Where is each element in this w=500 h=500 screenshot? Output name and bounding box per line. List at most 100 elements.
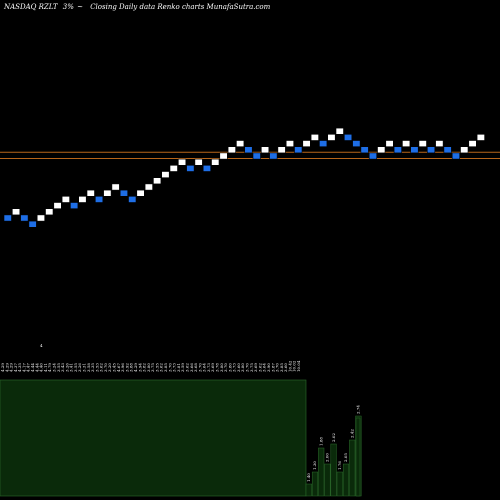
price-label: 3.64 xyxy=(202,363,207,372)
renko-brick-up xyxy=(385,140,394,147)
price-label: 3.92 xyxy=(124,363,129,372)
price-label: 3.80 xyxy=(227,363,232,372)
reference-lines xyxy=(0,151,500,159)
volume-label: 2.74 xyxy=(356,405,361,414)
renko-brick-down xyxy=(119,189,128,197)
renko-brick-up xyxy=(227,146,236,154)
renko-brick-down xyxy=(319,140,328,147)
chart-title: Closing Daily data Renko charts MunafaSu… xyxy=(90,3,270,11)
renko-brick-up xyxy=(402,140,411,147)
renko-brick-up xyxy=(169,165,178,172)
price-label: 3.82 xyxy=(142,363,147,372)
volume-bar xyxy=(324,463,331,497)
volume-bar xyxy=(342,463,350,497)
price-label: 4.11 xyxy=(43,363,48,372)
price-label: 3.43 xyxy=(60,363,65,372)
renko-brick-up xyxy=(310,134,319,141)
price-label: 3.94 xyxy=(137,363,142,372)
renko-brick-down xyxy=(244,146,253,154)
volume-bar xyxy=(336,471,343,497)
price-label: 3.53 xyxy=(94,363,99,372)
renko-brick-up xyxy=(335,127,344,135)
volume-bar xyxy=(305,483,312,497)
price-label: 3.87 xyxy=(270,363,275,372)
price-label: 3.80 xyxy=(219,363,224,372)
price-label: 3.24 xyxy=(52,363,57,372)
price-label: 3.26 xyxy=(64,363,69,372)
renko-brick-up xyxy=(161,171,170,178)
renko-brick-down xyxy=(252,152,261,160)
renko-brick-up xyxy=(136,189,145,197)
volume-label: 2.05 xyxy=(343,453,348,462)
renko-bricks xyxy=(3,127,485,228)
renko-brick-down xyxy=(70,202,79,209)
renko-brick-up xyxy=(111,183,120,191)
price-label: 3.75 xyxy=(150,363,155,372)
renko-brick-down xyxy=(368,152,378,160)
price-label: 3.64 xyxy=(262,363,267,372)
price-label: 10.04 xyxy=(296,360,301,372)
price-label: 10.42 xyxy=(287,360,292,372)
price-label: 3.60 xyxy=(283,363,288,372)
price-label: 3.85 xyxy=(279,363,284,372)
renko-brick-down xyxy=(294,146,303,154)
price-label: 3.80 xyxy=(240,363,245,372)
price-label: 3.62 xyxy=(159,363,164,372)
price-label: 3.35 xyxy=(90,363,95,372)
volume-label: 2.00 xyxy=(325,453,330,462)
renko-brick-up xyxy=(285,140,295,147)
renko-brick-up xyxy=(178,158,187,166)
price-label: 4.44 xyxy=(30,363,35,372)
price-label: 3.78 xyxy=(215,363,220,372)
price-label: 3.81 xyxy=(176,363,181,372)
renko-brick-up xyxy=(153,177,162,185)
price-label: 10.02 xyxy=(292,360,297,372)
price-label: 3.70 xyxy=(103,363,108,372)
renko-brick-up xyxy=(260,146,270,154)
price-label: 4.37 xyxy=(13,363,18,372)
renko-brick-up xyxy=(468,140,477,147)
renko-brick-up xyxy=(418,140,427,147)
renko-brick-down xyxy=(20,214,29,222)
price-label: 4.79 xyxy=(47,363,52,372)
top-note: 4 xyxy=(40,343,43,348)
renko-brick-down xyxy=(393,146,402,154)
volume-bar xyxy=(330,443,337,497)
price-label: 3.70 xyxy=(167,363,172,372)
renko-brick-up xyxy=(377,146,386,154)
price-label: 3.75 xyxy=(249,363,254,372)
price-label: 4.40 xyxy=(39,363,44,372)
price-label: 3.70 xyxy=(245,363,250,372)
price-label: 3.70 xyxy=(223,363,228,372)
renko-brick-down xyxy=(28,220,37,228)
price-label: 3.85 xyxy=(163,363,168,372)
price-label: 3.62 xyxy=(99,363,104,372)
price-label: 3.31 xyxy=(82,363,87,372)
price-label: 3.41 xyxy=(69,363,74,372)
renko-brick-down xyxy=(443,146,452,154)
renko-brick-down xyxy=(186,165,195,172)
change-label: 3% xyxy=(63,3,74,11)
price-label: 3.80 xyxy=(146,363,151,372)
volume-block xyxy=(0,379,307,497)
volume-bar xyxy=(349,439,356,497)
price-label: 4.29 xyxy=(9,363,14,372)
volume-label: 2.42 xyxy=(349,429,354,438)
renko-brick-down xyxy=(3,214,12,222)
price-label: 3.68 xyxy=(193,363,198,372)
price-label: 3.73 xyxy=(172,363,177,372)
price-label: 3.69 xyxy=(253,363,258,372)
price-label: 4.35 xyxy=(17,363,22,372)
renko-brick-up xyxy=(476,134,485,141)
price-label: 3.73 xyxy=(232,363,237,372)
volume-label: 1.30 xyxy=(312,461,317,470)
renko-brick-up xyxy=(36,214,46,222)
price-label: 3.96 xyxy=(120,363,125,372)
price-label: 3.88 xyxy=(129,363,134,372)
price-labels: 4.29 4.29 4.29 4.37 4.35 4.17 4.47 4.44 4.44 4.40… xyxy=(0,360,301,372)
renko-brick-down xyxy=(343,134,353,141)
price-label: 4.29 xyxy=(4,363,9,372)
volume-label: 1.76 xyxy=(337,461,342,470)
renko-brick-down xyxy=(352,140,361,147)
volume-label: 1.88 xyxy=(318,437,323,446)
